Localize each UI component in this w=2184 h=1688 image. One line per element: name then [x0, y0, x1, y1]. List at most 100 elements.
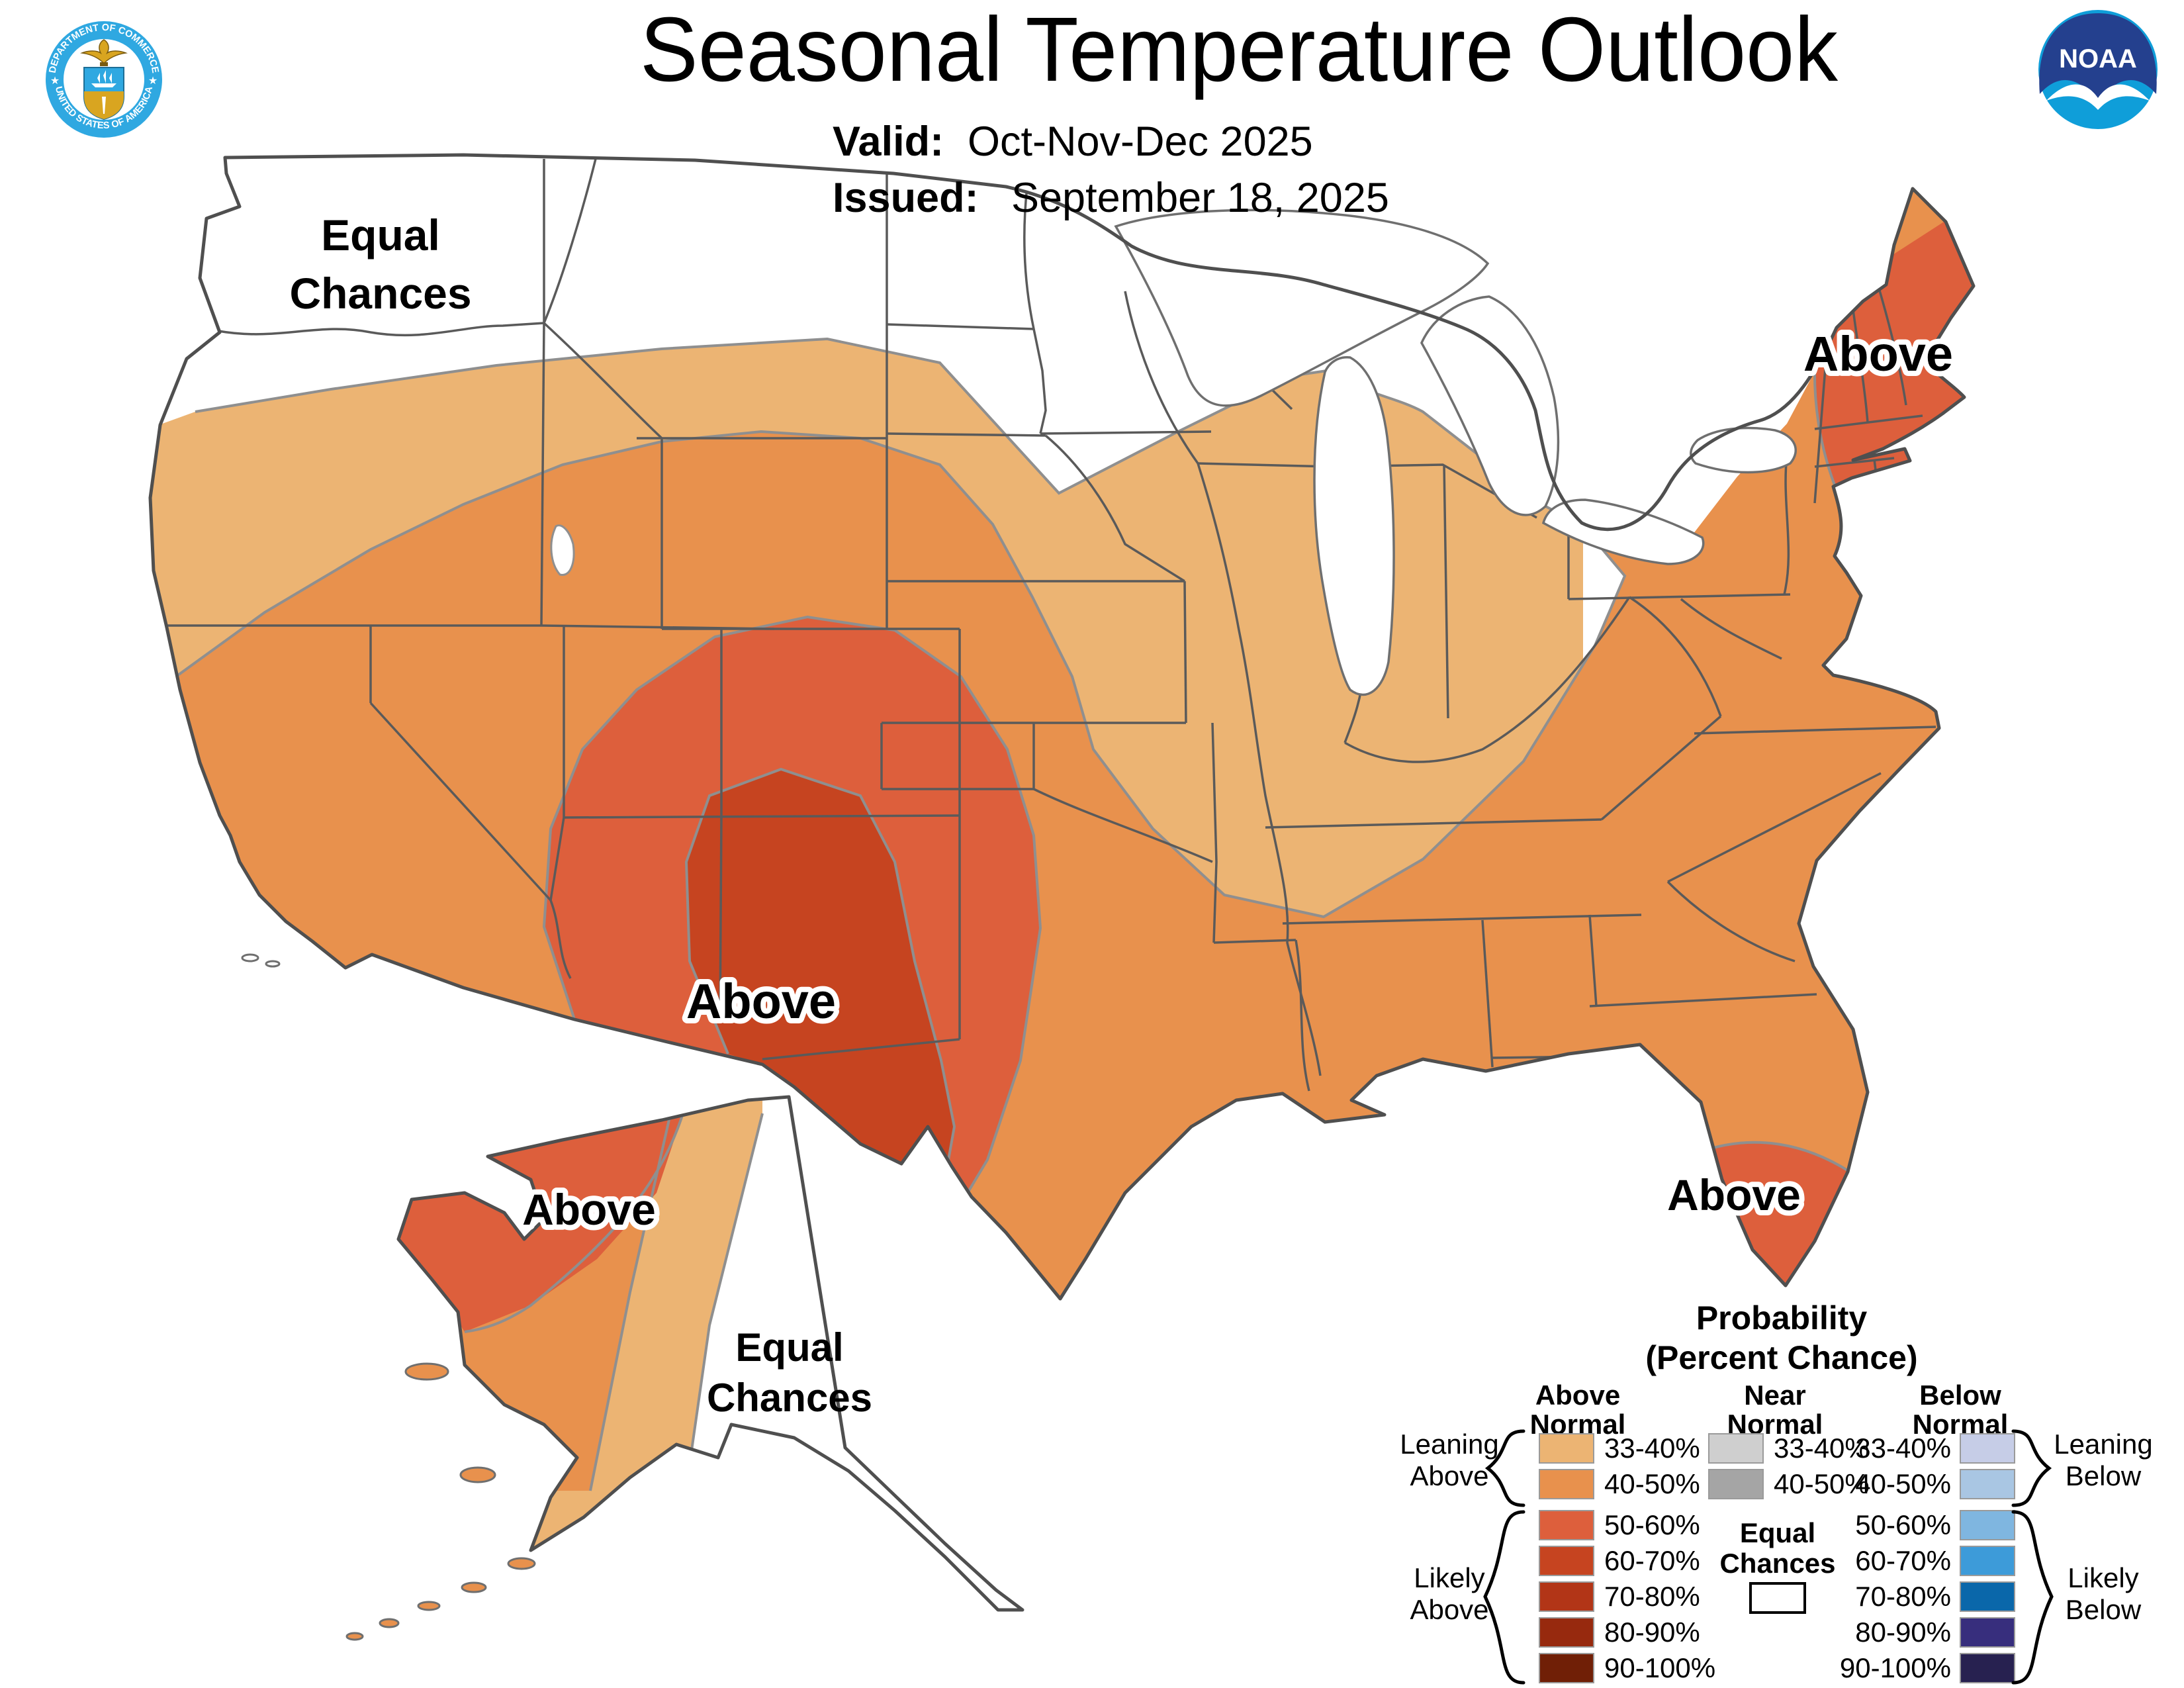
svg-text:70-80%: 70-80% [1855, 1581, 1951, 1612]
legend-above-column [1539, 1433, 1594, 1683]
label-equal-chances-northwest-2: Chances [289, 269, 471, 318]
svg-text:60-70%: 60-70% [1855, 1545, 1951, 1576]
swatch-above-80-90 [1539, 1617, 1594, 1648]
swatch-below-60-70 [1960, 1546, 2015, 1576]
legend-below-header-1: Below [1919, 1380, 2001, 1411]
swatch-near-33-40 [1708, 1433, 1764, 1464]
channel-island [241, 953, 259, 962]
swatch-below-33-40 [1960, 1433, 2015, 1464]
legend-near-labels: 33-40% 40-50% [1774, 1432, 1870, 1499]
swatch-above-40-50 [1539, 1469, 1594, 1499]
svg-text:40-50%: 40-50% [1855, 1468, 1951, 1499]
region-above-60-70-core [686, 769, 954, 1164]
ship-icon [91, 83, 116, 87]
lake-superior [1114, 209, 1490, 407]
legend-below-column [1960, 1433, 2015, 1683]
legend-above-labels: 33-40% 40-50% 50-60% 60-70% 70-80% 80-90… [1604, 1432, 1715, 1683]
svg-text:Above: Above [1410, 1594, 1488, 1625]
swatch-below-40-50 [1960, 1469, 2015, 1499]
brace-likely-above [1483, 1510, 1525, 1685]
label-above-florida: Above [1667, 1170, 1801, 1219]
svg-text:Leaning: Leaning [1400, 1429, 1498, 1460]
swatch-above-60-70 [1539, 1546, 1594, 1576]
swatch-below-90-100 [1960, 1653, 2015, 1683]
valid-label: Valid: [833, 118, 944, 165]
legend-near-column [1708, 1433, 1764, 1499]
svg-text:Below: Below [2066, 1460, 2142, 1491]
svg-text:33-40%: 33-40% [1774, 1432, 1870, 1464]
region-above-50-60-florida [1681, 1142, 1886, 1299]
noaa-logo-top [2039, 13, 2157, 101]
legend-near-header-1: Near [1744, 1380, 1805, 1411]
swatch-near-40-50 [1708, 1469, 1764, 1499]
svg-text:Likely: Likely [2068, 1562, 2138, 1593]
region-above-50-60-northeast [1814, 155, 1974, 503]
legend-above-header-1: Above [1535, 1380, 1620, 1411]
brace-likely-below [2011, 1510, 2054, 1685]
lake-ontario [1690, 426, 1797, 474]
brace-leaning-above [1484, 1429, 1525, 1507]
svg-text:40-50%: 40-50% [1604, 1468, 1700, 1499]
legend-title-1: Probability [1696, 1299, 1868, 1336]
alaska-outline [396, 1095, 1024, 1612]
issued-label: Issued: [833, 175, 979, 221]
label-above-northeast: Above [1803, 326, 1953, 381]
svg-text:40-50%: 40-50% [1774, 1468, 1870, 1499]
label-equal-chances-alaska-1: Equal [735, 1325, 843, 1370]
legend-title-2: (Percent Chance) [1645, 1339, 1917, 1376]
legend-braces [1483, 1429, 2054, 1685]
band-boundaries [167, 334, 1853, 1194]
svg-text:50-60%: 50-60% [1604, 1509, 1700, 1540]
svg-text:90-100%: 90-100% [1840, 1652, 1951, 1683]
swatch-below-80-90 [1960, 1617, 2015, 1648]
valid-value: Oct-Nov-Dec 2025 [968, 118, 1313, 165]
svg-text:60-70%: 60-70% [1604, 1545, 1700, 1576]
noaa-logo-text: NOAA [2059, 44, 2137, 73]
seal-star-left: ★ [50, 75, 60, 87]
lake-michigan [1313, 356, 1395, 696]
legend-equal-chances-2: Chances [1719, 1548, 1835, 1579]
legend-equal-chances-1: Equal [1740, 1517, 1815, 1548]
legend-group-labels: Leaning Above Likely Above Leaning Below… [1400, 1429, 2152, 1625]
svg-text:Likely: Likely [1414, 1562, 1484, 1593]
svg-text:90-100%: 90-100% [1604, 1652, 1715, 1683]
commerce-seal: DEPARTMENT OF COMMERCE UNITED STATES OF … [43, 19, 165, 140]
page-title: Seasonal Temperature Outlook [640, 0, 1839, 101]
legend-below-labels: 33-40% 40-50% 50-60% 60-70% 70-80% 80-90… [1840, 1432, 1951, 1683]
lighthouse-icon [102, 97, 106, 114]
svg-text:80-90%: 80-90% [1855, 1617, 1951, 1648]
svg-text:33-40%: 33-40% [1604, 1432, 1700, 1464]
brace-leaning-below [2011, 1429, 2052, 1507]
label-above-southwest: Above [686, 974, 836, 1029]
alaska-islands [345, 1362, 536, 1641]
shield-icon [83, 67, 124, 120]
channel-island [265, 960, 281, 968]
svg-text:33-40%: 33-40% [1855, 1432, 1951, 1464]
noaa-logo: NOAA [2038, 10, 2158, 129]
svg-text:80-90%: 80-90% [1604, 1617, 1700, 1648]
label-equal-chances-alaska-2: Chances [707, 1376, 872, 1420]
conus-outline [148, 153, 1976, 1301]
seagull-icon [2046, 84, 2150, 110]
eagle-icon [80, 39, 128, 66]
swatch-equal-chances [1749, 1582, 1806, 1614]
svg-text:Leaning: Leaning [2054, 1429, 2152, 1460]
great-lakes [1114, 209, 1797, 696]
label-equal-chances-northwest-1: Equal [321, 211, 440, 259]
svg-text:Below: Below [2066, 1594, 2142, 1625]
swatch-below-50-60 [1960, 1510, 2015, 1540]
svg-text:Above: Above [1410, 1460, 1488, 1491]
svg-text:70-80%: 70-80% [1604, 1581, 1700, 1612]
swatch-above-50-60 [1539, 1510, 1594, 1540]
svg-text:50-60%: 50-60% [1855, 1509, 1951, 1540]
swatch-above-70-80 [1539, 1581, 1594, 1612]
lake-huron [1420, 295, 1560, 516]
swatch-below-70-80 [1960, 1581, 2015, 1612]
seal-star-right: ★ [148, 75, 158, 87]
label-above-alaska: Above [522, 1185, 656, 1234]
swatch-above-90-100 [1539, 1653, 1594, 1683]
issued-value: September 18, 2025 [1011, 175, 1389, 221]
swatch-above-33-40 [1539, 1433, 1594, 1464]
